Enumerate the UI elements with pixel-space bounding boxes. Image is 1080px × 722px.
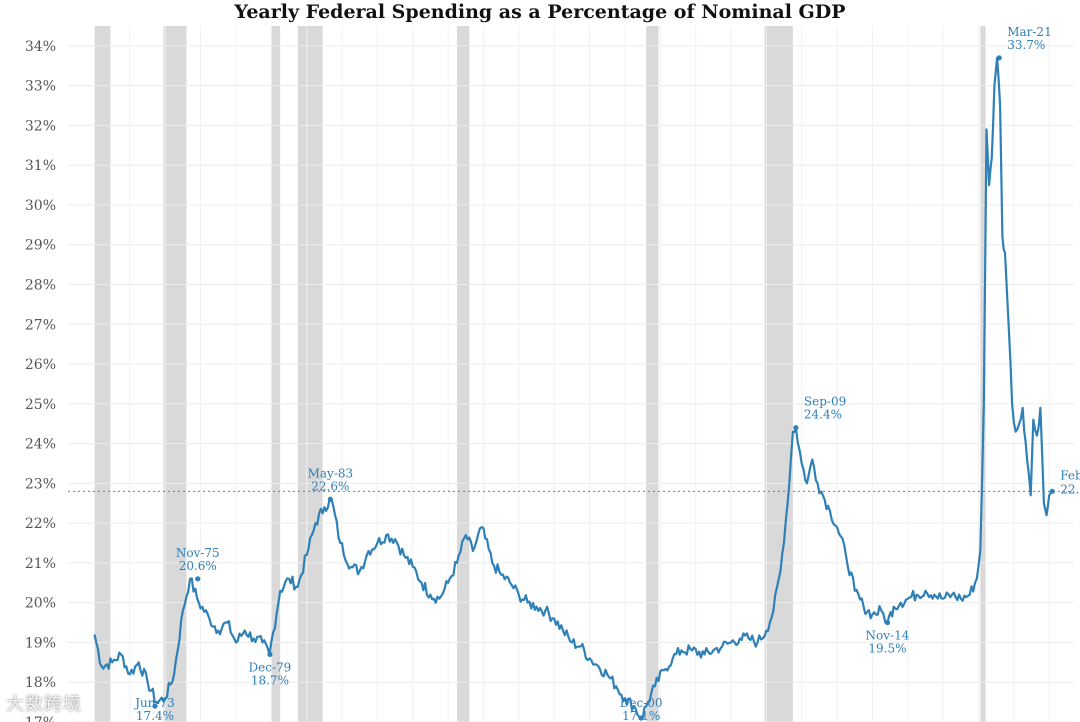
annotation-value-6: 19.5% bbox=[868, 642, 906, 656]
annotation-point-5 bbox=[793, 425, 799, 431]
y-tick-label-15: 19% bbox=[25, 635, 56, 651]
annotation-date-7: Mar-21 bbox=[1007, 25, 1052, 39]
recession-band-5 bbox=[646, 26, 659, 722]
annotation-value-4: 17.1% bbox=[622, 709, 660, 722]
annotation-value-8: 22.8% bbox=[1060, 482, 1080, 496]
chart-title: Yearly Federal Spending as a Percentage … bbox=[234, 1, 846, 23]
annotation-point-2 bbox=[267, 651, 273, 657]
gridlines bbox=[68, 26, 1074, 722]
y-tick-label-0: 34% bbox=[25, 39, 56, 55]
recession-band-1 bbox=[163, 26, 187, 722]
annotation-date-1: Nov-75 bbox=[176, 546, 220, 560]
annotation-date-3: May-83 bbox=[308, 466, 354, 480]
y-tick-label-14: 20% bbox=[25, 596, 56, 612]
annotation-point-7 bbox=[996, 55, 1002, 61]
annotation-point-1 bbox=[195, 576, 201, 582]
recession-band-4 bbox=[456, 26, 470, 722]
y-tick-label-3: 31% bbox=[25, 158, 56, 174]
annotation-value-1: 20.6% bbox=[179, 559, 217, 573]
annotation-point-8 bbox=[1049, 488, 1055, 494]
y-tick-label-10: 24% bbox=[25, 437, 56, 453]
annotation-value-7: 33.7% bbox=[1007, 38, 1045, 52]
annotation-date-6: Nov-14 bbox=[866, 629, 910, 643]
annotations: Jun-7317.4%Nov-7520.6%Dec-7918.7%May-832… bbox=[133, 25, 1080, 722]
annotation-value-5: 24.4% bbox=[804, 408, 842, 422]
recession-band-6 bbox=[764, 26, 793, 722]
y-tick-label-8: 26% bbox=[25, 357, 56, 373]
y-axis-ticks: 34% 33% 32% 31% 30% 29% 28% 27% 26% 25% 24% 23% 22% 2… bbox=[25, 39, 56, 722]
y-tick-label-11: 23% bbox=[25, 476, 56, 492]
y-tick-label-12: 22% bbox=[25, 516, 56, 532]
y-tick-label-16: 18% bbox=[25, 675, 56, 691]
annotation-date-5: Sep-09 bbox=[804, 395, 846, 409]
y-tick-label-9: 25% bbox=[25, 397, 56, 413]
recession-band-2 bbox=[271, 26, 281, 722]
y-tick-label-5: 29% bbox=[25, 238, 56, 254]
series-line-0 bbox=[93, 56, 1054, 720]
recession-band-0 bbox=[94, 26, 111, 722]
annotation-point-0 bbox=[152, 703, 158, 709]
y-tick-label-17: 17% bbox=[25, 715, 56, 722]
annotation-date-0: Jun-73 bbox=[133, 696, 175, 710]
y-tick-label-2: 32% bbox=[25, 118, 56, 134]
annotation-point-4 bbox=[638, 715, 644, 721]
y-tick-label-4: 30% bbox=[25, 198, 56, 214]
y-tick-label-7: 27% bbox=[25, 317, 56, 333]
recession-band-7 bbox=[980, 26, 986, 722]
annotation-point-3 bbox=[327, 496, 333, 502]
annotation-value-0: 17.4% bbox=[136, 709, 174, 722]
recession-shading bbox=[94, 26, 986, 722]
annotation-date-4: Dec-00 bbox=[620, 696, 663, 710]
y-tick-label-13: 21% bbox=[25, 556, 56, 572]
recession-band-3 bbox=[297, 26, 323, 722]
annotation-date-2: Dec-79 bbox=[249, 660, 292, 674]
annotation-value-2: 18.7% bbox=[251, 673, 289, 687]
annotation-point-6 bbox=[884, 619, 891, 626]
y-tick-label-1: 33% bbox=[25, 79, 56, 95]
y-tick-label-6: 28% bbox=[25, 278, 56, 294]
annotation-date-8: Feb-24 bbox=[1060, 468, 1080, 482]
watermark-text: 大数跨境 bbox=[6, 694, 82, 715]
series-group bbox=[93, 56, 1054, 720]
annotation-value-3: 22.6% bbox=[311, 479, 349, 493]
